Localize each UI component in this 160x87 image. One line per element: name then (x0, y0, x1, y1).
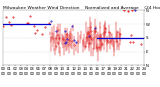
Text: Milwaukee Weather Wind Direction    Normalized and Average    (24 Hours) (Old): Milwaukee Weather Wind Direction Normali… (3, 6, 160, 10)
